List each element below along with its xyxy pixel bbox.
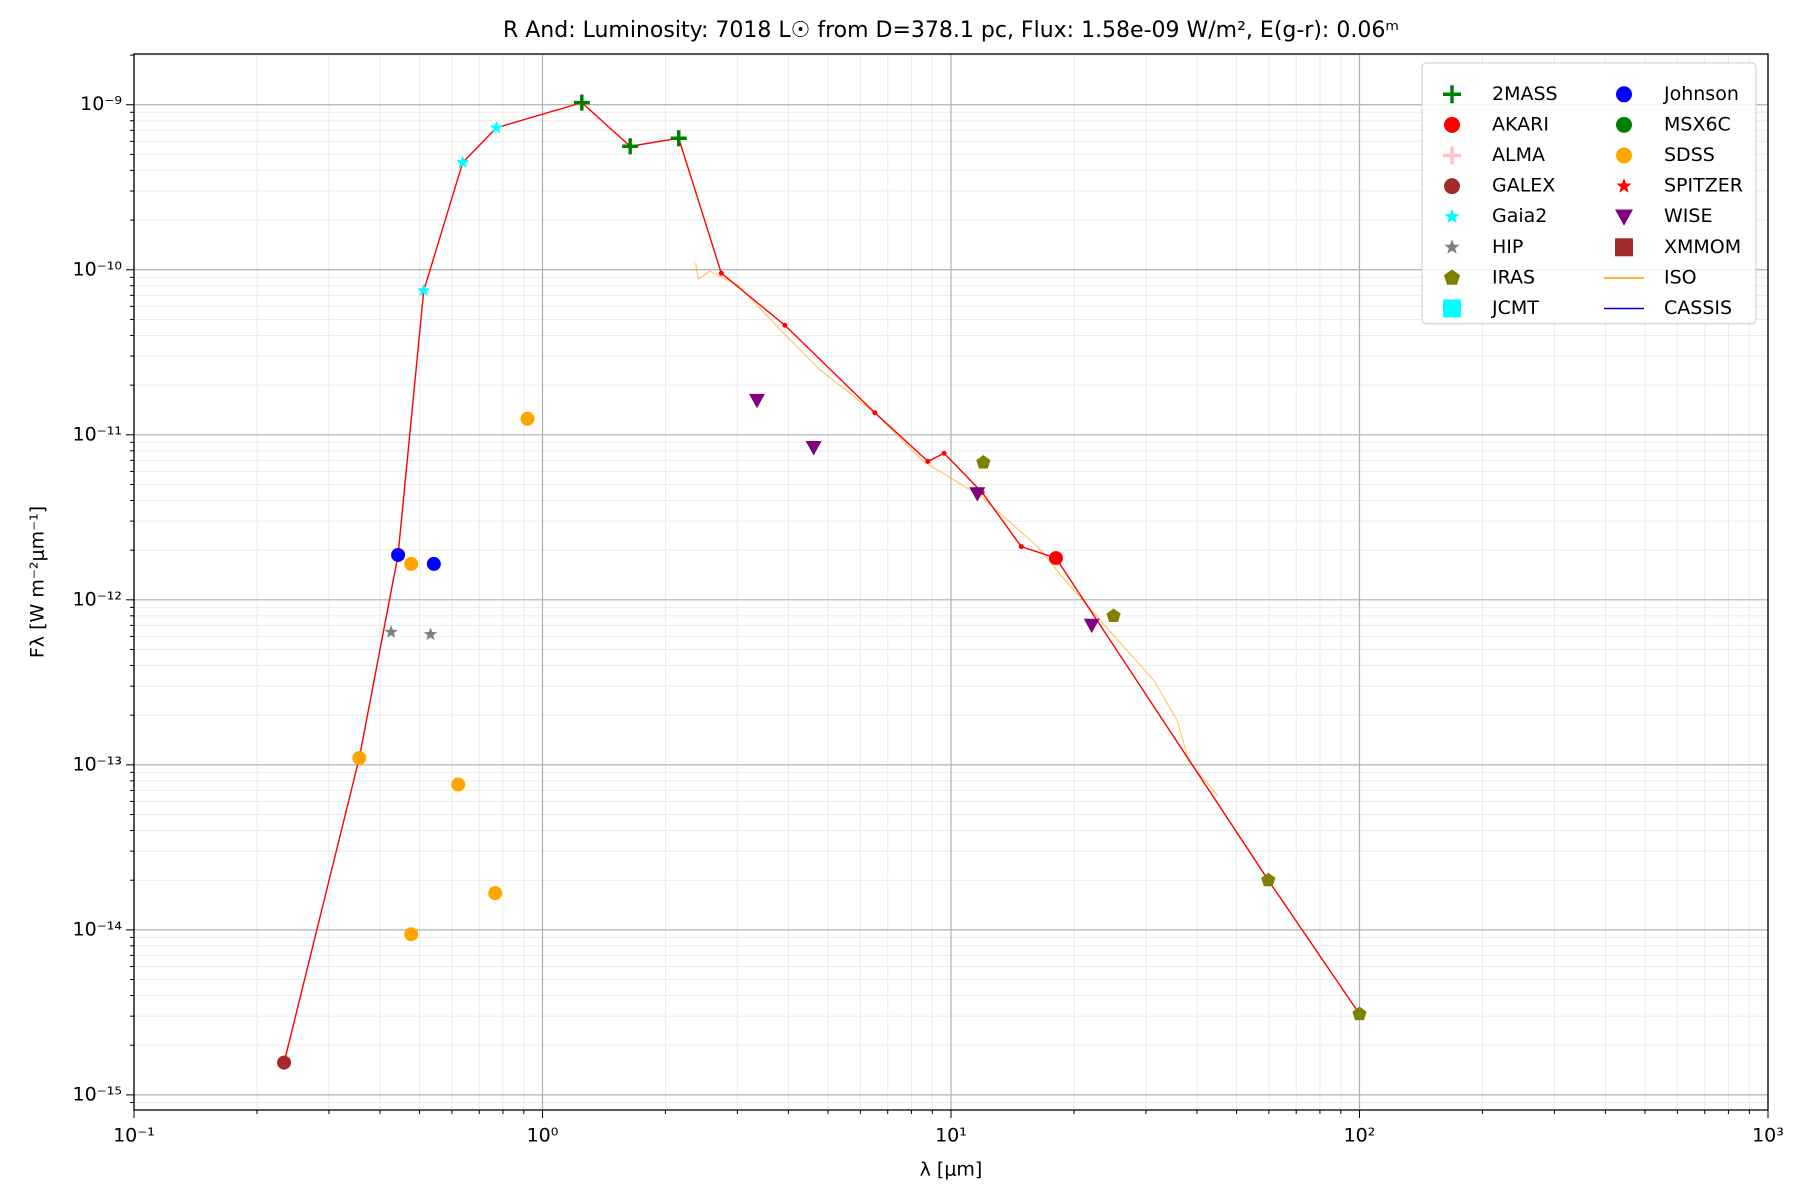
- marker: [670, 130, 687, 147]
- model-point: [1018, 544, 1024, 550]
- legend-label: WISE: [1664, 205, 1712, 227]
- grid: [133, 54, 1769, 1110]
- y-tick-label: 10⁻¹²: [73, 588, 122, 610]
- marker: [1048, 551, 1063, 566]
- marker: [1443, 269, 1461, 285]
- marker: [404, 927, 419, 942]
- marker: [1443, 299, 1461, 318]
- legend-label: AKARI: [1492, 113, 1549, 135]
- marker: [1083, 618, 1100, 634]
- marker: [1615, 238, 1633, 257]
- marker: [1352, 1006, 1367, 1021]
- legend-label: SPITZER: [1664, 175, 1743, 197]
- y-tick-label: 10⁻¹⁵: [73, 1083, 122, 1105]
- marker: [277, 1055, 292, 1070]
- legend-label: MSX6C: [1664, 113, 1731, 135]
- legend-label: JCMT: [1491, 297, 1539, 319]
- marker: [1261, 872, 1276, 887]
- legend-label: GALEX: [1492, 175, 1555, 197]
- marker: [426, 556, 441, 571]
- y-axis-label: Fλ [W m⁻²μm⁻¹]: [27, 506, 49, 658]
- y-tick-label: 10⁻¹⁴: [73, 918, 123, 940]
- marker: [384, 625, 398, 638]
- legend-label: 2MASS: [1492, 83, 1558, 105]
- marker: [423, 627, 438, 641]
- model-point: [872, 410, 878, 416]
- marker: [1443, 85, 1461, 104]
- marker: [976, 455, 991, 469]
- marker: [352, 751, 367, 766]
- model-point: [782, 322, 788, 328]
- marker: [573, 94, 590, 111]
- marker: [1444, 178, 1460, 195]
- chart-title: R And: Luminosity: 7018 L☉ from D=378.1 …: [503, 18, 1399, 43]
- legend-label: Johnson: [1663, 83, 1739, 105]
- plot-frame: [133, 53, 1769, 1111]
- y-tick-label: 10⁻¹⁰: [73, 258, 122, 280]
- legend-label: SDSS: [1664, 144, 1715, 166]
- y-tick-label: 10⁻¹³: [73, 753, 122, 775]
- legend-box: [1421, 62, 1757, 325]
- legend-label: ISO: [1664, 266, 1697, 288]
- marker: [456, 155, 470, 169]
- marker: [1616, 86, 1632, 103]
- x-tick-label: 10⁻¹: [113, 1125, 155, 1147]
- marker: [1616, 178, 1632, 193]
- marker: [1615, 209, 1633, 226]
- x-tick-label: 10³: [1752, 1125, 1784, 1147]
- legend-label: XMMOM: [1664, 236, 1741, 258]
- marker: [805, 441, 822, 456]
- marker: [1443, 146, 1461, 165]
- model-point: [941, 450, 947, 456]
- x-tick-label: 10¹: [935, 1125, 967, 1147]
- marker: [1444, 239, 1460, 254]
- legend-label: Gaia2: [1492, 205, 1547, 227]
- marker: [488, 886, 503, 901]
- marker: [489, 120, 504, 134]
- marker: [1106, 608, 1121, 623]
- marker: [391, 547, 406, 562]
- legend-label: HIP: [1492, 236, 1523, 258]
- x-tick-label: 10²: [1344, 1125, 1376, 1147]
- plot-area: [277, 94, 1367, 1070]
- axes: 10⁻¹ 10⁰ 10¹ 10² 10³ 10⁻⁹ 10⁻¹⁰ 10⁻¹¹ 10⁻¹² 10⁻¹³…: [73, 53, 1784, 1147]
- model-point: [718, 270, 724, 276]
- y-tick-label: 10⁻¹¹: [73, 423, 122, 445]
- model-point: [925, 458, 931, 464]
- legend-label: ALMA: [1492, 144, 1545, 166]
- legend: 2MASS AKARI ALMA GALEX Gaia2 HIP IRAS JCMT Johns…: [1421, 62, 1757, 325]
- marker: [1616, 116, 1632, 133]
- marker: [1444, 116, 1460, 133]
- spectrum-line: [694, 262, 1219, 797]
- marker: [1444, 208, 1460, 224]
- marker: [748, 393, 765, 409]
- marker: [969, 487, 986, 502]
- marker: [1616, 147, 1632, 164]
- marker: [622, 138, 639, 155]
- y-tick-label: 10⁻⁹: [80, 93, 122, 115]
- marker: [404, 556, 419, 571]
- legend-label: CASSIS: [1664, 297, 1732, 319]
- x-tick-label: 10⁰: [527, 1125, 559, 1147]
- marker: [417, 283, 431, 297]
- marker: [520, 411, 535, 426]
- legend-label: IRAS: [1492, 266, 1535, 288]
- x-axis-label: λ [μm]: [920, 1159, 983, 1181]
- marker: [451, 777, 466, 792]
